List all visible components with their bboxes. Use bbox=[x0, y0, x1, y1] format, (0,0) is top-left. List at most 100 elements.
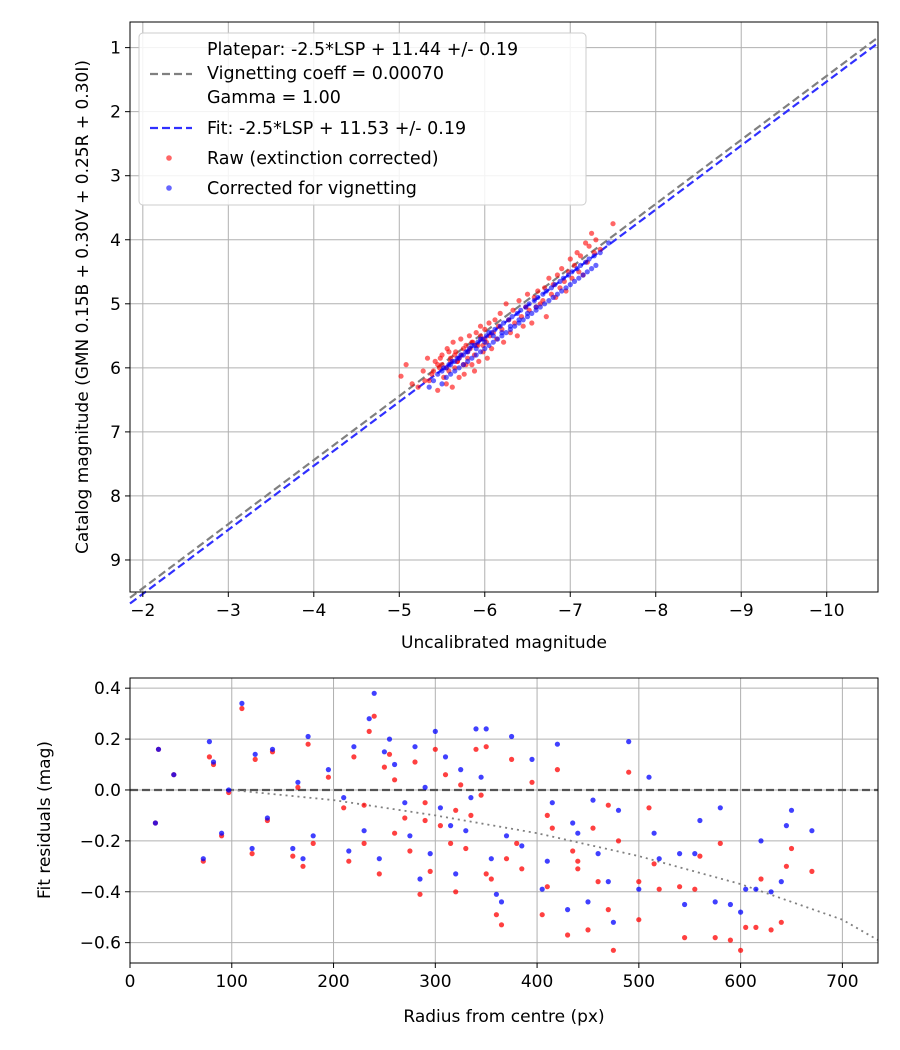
corrected-point bbox=[465, 358, 471, 364]
raw-point bbox=[497, 310, 503, 316]
corrected-point bbox=[392, 761, 398, 768]
y-tick-label: 6 bbox=[110, 359, 121, 379]
corrected-point bbox=[539, 886, 545, 892]
x-tick-label: −3 bbox=[216, 601, 241, 621]
corrected-point bbox=[473, 346, 479, 352]
legend-raw-label: Raw (extinction corrected) bbox=[207, 149, 439, 169]
corrected-point bbox=[636, 886, 642, 892]
raw-point bbox=[583, 240, 589, 246]
legend-raw-swatch bbox=[166, 155, 172, 161]
corrected-point bbox=[473, 726, 479, 732]
corrected-point bbox=[361, 828, 367, 834]
corrected-point bbox=[610, 919, 617, 925]
raw-point bbox=[437, 823, 443, 829]
raw-point bbox=[473, 746, 479, 752]
raw-point bbox=[412, 759, 418, 765]
raw-point bbox=[697, 853, 703, 859]
raw-point bbox=[435, 387, 441, 393]
corrected-point bbox=[595, 851, 601, 857]
corrected-point bbox=[585, 899, 591, 905]
x-tick-label: 100 bbox=[216, 972, 248, 992]
corrected-point bbox=[252, 751, 258, 757]
raw-point bbox=[809, 868, 815, 875]
corrected-point bbox=[456, 365, 462, 371]
raw-point bbox=[422, 817, 428, 824]
corrected-point bbox=[778, 879, 784, 885]
corrected-point bbox=[605, 879, 611, 885]
raw-point bbox=[249, 851, 255, 857]
corrected-point bbox=[591, 253, 597, 259]
raw-point bbox=[482, 326, 488, 332]
corrected-point bbox=[430, 378, 437, 384]
y-tick-label: 3 bbox=[110, 167, 121, 187]
raw-point bbox=[473, 330, 479, 336]
raw-point bbox=[717, 840, 723, 847]
raw-point bbox=[535, 288, 541, 294]
raw-point bbox=[565, 932, 571, 938]
raw-point bbox=[768, 927, 774, 933]
raw-point bbox=[453, 807, 459, 813]
corrected-point bbox=[509, 314, 515, 320]
corrected-point bbox=[226, 787, 232, 793]
corrected-point bbox=[543, 288, 549, 294]
corrected-point bbox=[507, 323, 513, 329]
corrected-point bbox=[520, 317, 526, 323]
corrected-point bbox=[580, 272, 586, 278]
raw-point bbox=[501, 339, 507, 345]
corrected-point bbox=[456, 355, 462, 361]
raw-point bbox=[546, 275, 552, 281]
y-tick-label: 7 bbox=[110, 423, 121, 443]
raw-point bbox=[478, 792, 484, 798]
raw-point bbox=[468, 812, 474, 819]
corrected-point bbox=[512, 323, 518, 329]
y-tick-label: 5 bbox=[110, 295, 121, 315]
raw-point bbox=[738, 947, 744, 953]
y-tick-label: 0.2 bbox=[94, 730, 121, 750]
raw-point bbox=[554, 767, 561, 773]
raw-point bbox=[593, 237, 599, 243]
raw-point bbox=[463, 845, 469, 852]
calibration-scatter-chart: −2 −3 −4 −5 −6 −7 −8 −9 −10 1 2 3 4 5 6 7 8 9 Uncalibrate… bbox=[73, 21, 879, 653]
corrected-point bbox=[381, 749, 387, 755]
raw-point bbox=[519, 866, 525, 872]
raw-point bbox=[574, 250, 580, 256]
raw-point bbox=[554, 272, 561, 278]
corrected-point bbox=[524, 310, 531, 316]
raw-point bbox=[605, 802, 611, 808]
raw-point bbox=[381, 764, 387, 770]
raw-point bbox=[442, 772, 449, 778]
raw-point bbox=[567, 256, 573, 262]
raw-point bbox=[449, 384, 455, 390]
raw-point bbox=[471, 368, 478, 374]
raw-point bbox=[692, 886, 698, 892]
corrected-point bbox=[483, 726, 489, 732]
corrected-point bbox=[386, 736, 393, 742]
raw-point bbox=[651, 861, 657, 867]
corrected-point bbox=[269, 746, 276, 752]
raw-point bbox=[456, 374, 462, 380]
corrected-point bbox=[571, 278, 578, 284]
bottom-chart-points bbox=[152, 690, 815, 953]
x-tick-label: −8 bbox=[643, 601, 668, 621]
raw-point bbox=[392, 830, 398, 836]
corrected-point bbox=[448, 823, 454, 829]
corrected-point bbox=[788, 807, 795, 813]
corrected-point bbox=[427, 851, 433, 857]
raw-point bbox=[422, 800, 428, 806]
corrected-point bbox=[593, 262, 599, 268]
bottom-chart-ticks: 0 100 200 300 400 500 600 700 0.4 0.2 0.0 −0.2 −0.4 −… bbox=[80, 679, 859, 992]
corrected-point bbox=[544, 858, 550, 864]
corrected-point bbox=[493, 891, 499, 897]
raw-point bbox=[743, 924, 749, 931]
corrected-point bbox=[783, 823, 790, 829]
corrected-point bbox=[514, 310, 520, 316]
raw-point bbox=[646, 805, 652, 811]
y-tick-label: 9 bbox=[110, 551, 121, 571]
corrected-point bbox=[463, 828, 469, 834]
corrected-point bbox=[509, 733, 515, 740]
corrected-point bbox=[559, 288, 565, 294]
legend-gamma-label: Gamma = 1.00 bbox=[207, 88, 341, 108]
raw-point bbox=[712, 935, 718, 941]
raw-point bbox=[788, 845, 795, 852]
